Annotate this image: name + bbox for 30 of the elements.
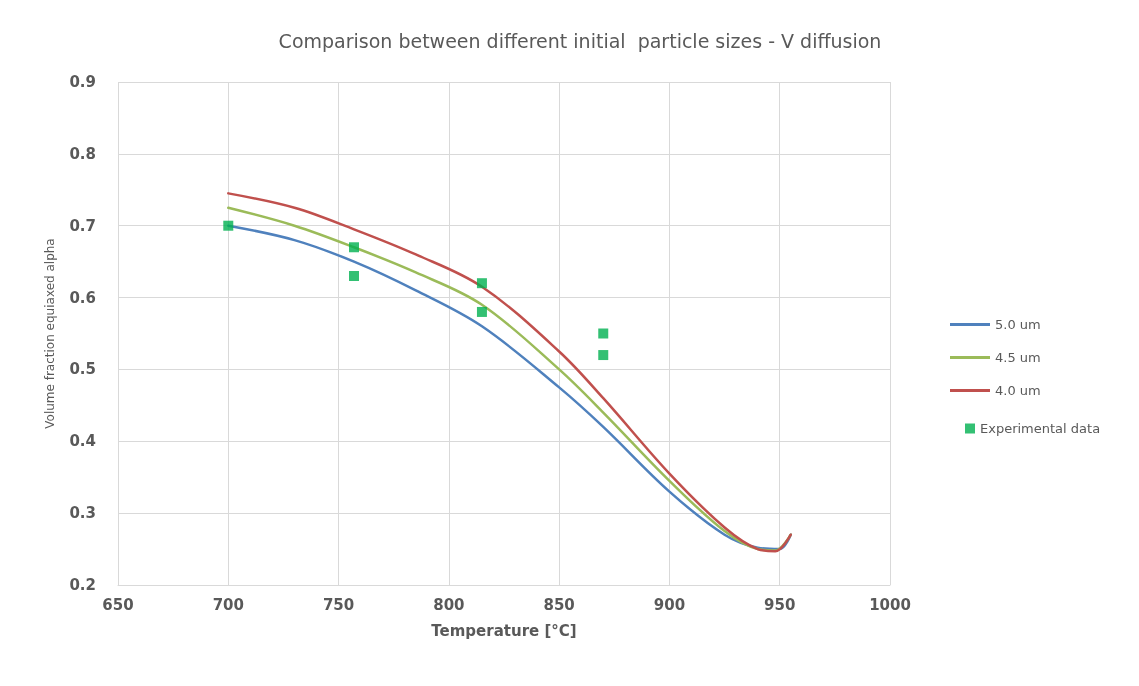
y-axis-title: Volume fraction equiaxed alpha — [43, 238, 57, 429]
y-tick-label: 0.8 — [69, 144, 96, 163]
y-tick-label: 0.4 — [69, 432, 96, 451]
y-tick-label: 0.6 — [69, 288, 96, 307]
y-tick-label: 0.5 — [69, 360, 96, 379]
point — [598, 350, 609, 361]
x-tick-label: 1000 — [869, 595, 911, 614]
point — [349, 271, 360, 282]
point — [476, 278, 487, 289]
point — [349, 242, 360, 253]
y-tick-label: 0.9 — [69, 73, 96, 91]
legend-label: 4.5 um — [995, 350, 1041, 365]
point — [476, 306, 487, 317]
point — [223, 220, 234, 231]
x-tick-label: 750 — [322, 595, 355, 614]
x-tick-label: 850 — [543, 595, 575, 614]
point — [598, 328, 609, 339]
x-axis-title: Temperature [°C] — [431, 621, 577, 640]
x-tick-label: 700 — [212, 595, 244, 614]
x-tick-label: 650 — [102, 595, 134, 614]
chart-title: Comparison between different initial particle sizes - V diffusion — [278, 29, 882, 52]
y-tick-label: 0.2 — [69, 576, 96, 594]
y-tick-label: 0.7 — [69, 216, 96, 235]
legend-label: 4.0 um — [995, 383, 1041, 398]
legend-label: 5.0 um — [995, 317, 1041, 332]
x-tick-label: 900 — [653, 595, 686, 614]
x-tick-label: 950 — [764, 595, 796, 614]
legend-label: Experimental data — [980, 421, 1101, 436]
x-tick-label: 800 — [433, 595, 465, 614]
y-tick-label: 0.3 — [69, 504, 96, 523]
